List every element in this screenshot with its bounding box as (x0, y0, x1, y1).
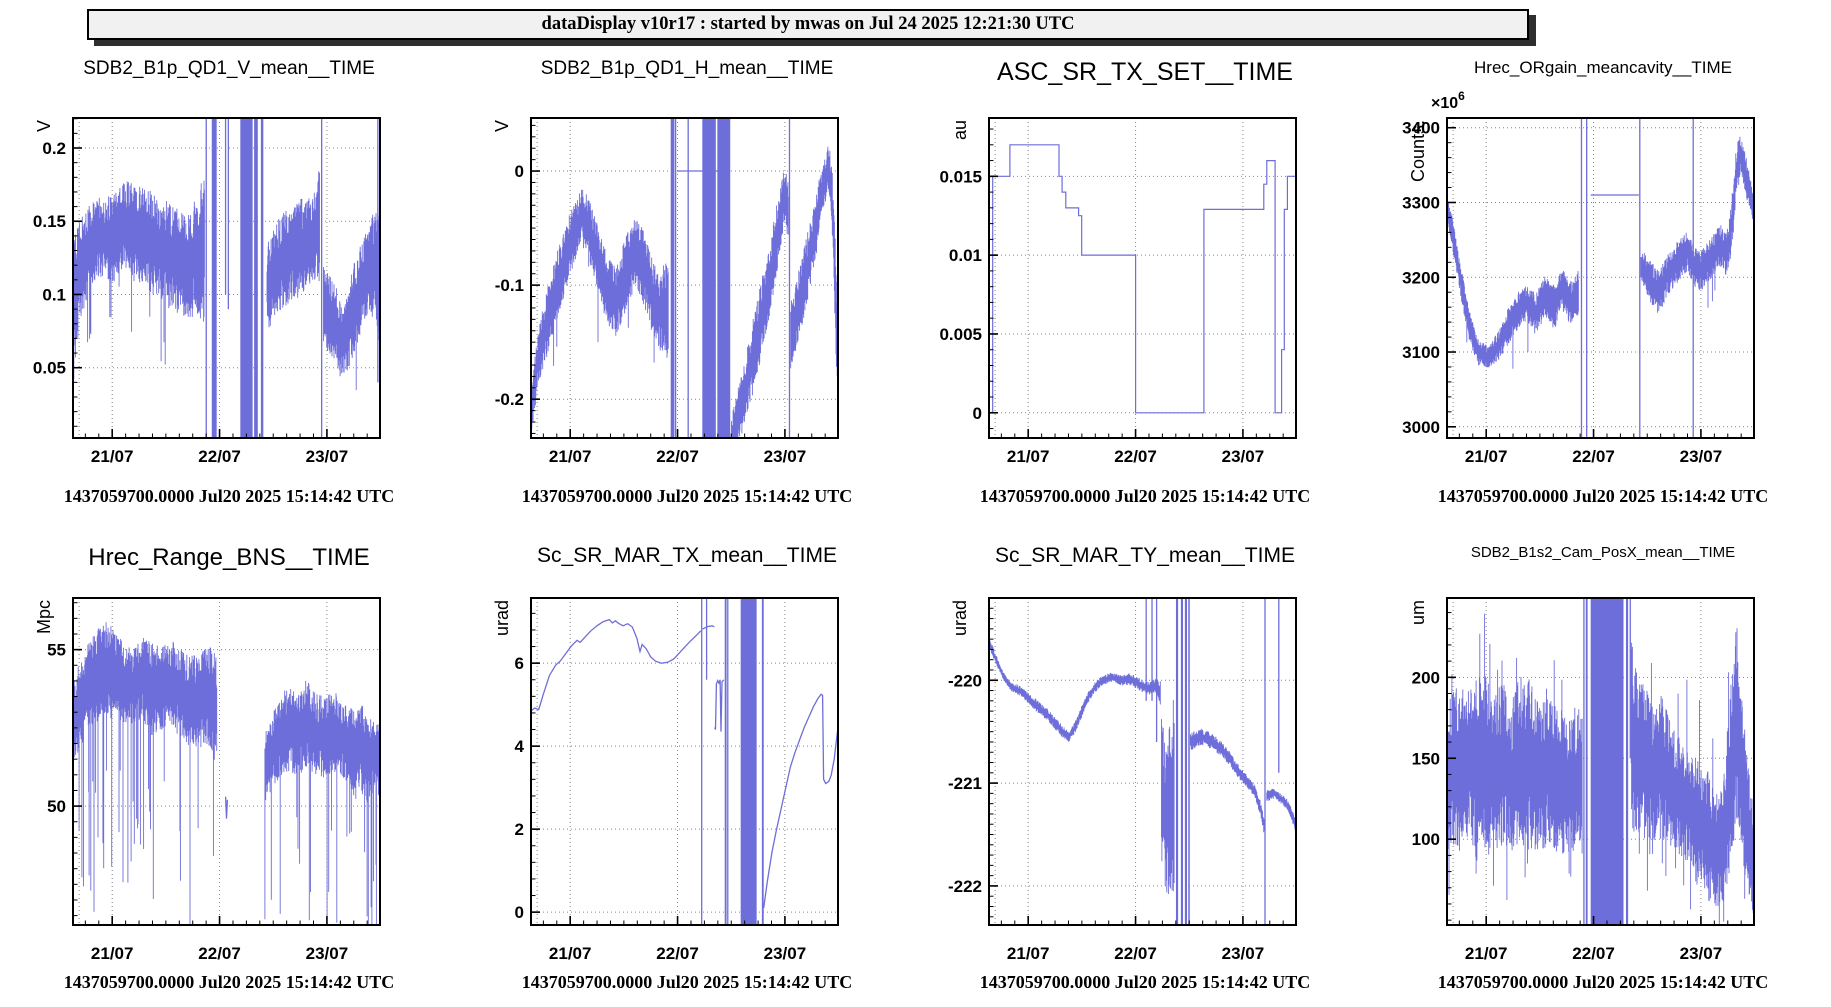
svg-text:0.01: 0.01 (949, 246, 982, 265)
svg-text:23/07: 23/07 (1222, 447, 1265, 466)
svg-text:0.05: 0.05 (33, 359, 66, 378)
plot-title: SDB2_B1p_QD1_H_mean__TIME (540, 58, 834, 79)
plot-panel-asc-sr-tx-set: ASC_SR_TX_SET__TIME 0 0.005 0.01 0.015 21/07… (916, 48, 1374, 520)
plot-title: Hrec_ORgain_meancavity__TIME (1474, 58, 1732, 77)
svg-text:100: 100 (1412, 830, 1440, 849)
svg-text:0.15: 0.15 (33, 212, 66, 231)
svg-text:22/07: 22/07 (1572, 447, 1615, 466)
svg-text:-222: -222 (948, 877, 982, 896)
svg-text:0.2: 0.2 (42, 139, 66, 158)
svg-text:23/07: 23/07 (764, 447, 807, 466)
svg-text:23/07: 23/07 (764, 944, 807, 963)
plot-title: Hrec_Range_BNS__TIME (88, 544, 370, 571)
svg-text:0: 0 (973, 404, 982, 423)
svg-text:200: 200 (1412, 668, 1440, 687)
svg-text:22/07: 22/07 (198, 447, 241, 466)
plot-timestamp: 1437059700.0000 Jul20 2025 15:14:42 UTC (521, 486, 853, 506)
plot-canvas[interactable]: -222 -221 -220 21/07 22/07 23/07 urad (916, 530, 1374, 1007)
svg-text:0: 0 (515, 162, 524, 181)
plot-title: SDB2_B1p_QD1_V_mean__TIME (83, 58, 375, 79)
svg-text:150: 150 (1412, 749, 1440, 768)
plot-panel-sdb2-b1p-qd1-h: SDB2_B1p_QD1_H_mean__TIME -0.2 -0.1 0 21/07… (458, 48, 916, 520)
svg-text:22/07: 22/07 (1572, 944, 1615, 963)
svg-text:22/07: 22/07 (1114, 447, 1157, 466)
svg-text:21/07: 21/07 (1465, 944, 1508, 963)
svg-text:2: 2 (515, 820, 524, 839)
svg-text:22/07: 22/07 (198, 944, 241, 963)
svg-text:0.1: 0.1 (42, 285, 66, 304)
plot-timestamp: 1437059700.0000 Jul20 2025 15:14:42 UTC (1437, 972, 1769, 992)
plot-panel-sdb2-b1p-qd1-v: SDB2_B1p_QD1_V_mean__TIME 0.05 0.1 0.15 0.2… (0, 48, 458, 520)
plot-title: Sc_SR_MAR_TY_mean__TIME (995, 544, 1295, 567)
svg-text:23/07: 23/07 (1222, 944, 1265, 963)
plot-canvas[interactable]: -0.2 -0.1 0 21/07 22/07 23/07 V (458, 48, 916, 520)
svg-text:21/07: 21/07 (91, 944, 134, 963)
svg-text:urad: urad (950, 600, 970, 636)
plot-canvas[interactable]: 50 55 21/07 22/07 23/07 Mpc (0, 530, 458, 1007)
svg-text:0.005: 0.005 (939, 325, 982, 344)
plot-timestamp: 1437059700.0000 Jul20 2025 15:14:42 UTC (979, 486, 1311, 506)
svg-text:55: 55 (47, 641, 66, 660)
svg-text:0.015: 0.015 (939, 167, 982, 186)
svg-text:um: um (1408, 600, 1428, 625)
plot-timestamp: 1437059700.0000 Jul20 2025 15:14:42 UTC (63, 972, 395, 992)
plot-timestamp: 1437059700.0000 Jul20 2025 15:14:42 UTC (521, 972, 853, 992)
svg-text:22/07: 22/07 (656, 447, 699, 466)
svg-text:21/07: 21/07 (91, 447, 134, 466)
svg-text:23/07: 23/07 (306, 447, 349, 466)
svg-text:0: 0 (515, 903, 524, 922)
plot-canvas[interactable]: 3000 3100 3200 3300 3400 21/07 22/07 23/07 Count… (1374, 48, 1831, 520)
svg-text:Counts.: Counts. (1408, 120, 1428, 182)
plot-timestamp: 1437059700.0000 Jul20 2025 15:14:42 UTC (63, 486, 395, 506)
svg-text:21/07: 21/07 (549, 944, 592, 963)
svg-text:21/07: 21/07 (549, 447, 592, 466)
svg-text:21/07: 21/07 (1007, 447, 1050, 466)
svg-text:3400: 3400 (1402, 119, 1440, 138)
svg-text:4: 4 (515, 737, 525, 756)
svg-text:Mpc: Mpc (34, 600, 54, 634)
plot-timestamp: 1437059700.0000 Jul20 2025 15:14:42 UTC (979, 972, 1311, 992)
plot-panel-hrec-orgain: Hrec_ORgain_meancavity__TIME 3000 3100 320… (1374, 48, 1831, 520)
svg-text:-0.1: -0.1 (495, 276, 524, 295)
svg-text:-220: -220 (948, 671, 982, 690)
plot-title: Sc_SR_MAR_TX_mean__TIME (537, 544, 837, 567)
svg-text:V: V (492, 120, 512, 132)
plot-canvas[interactable]: 0 0.005 0.01 0.015 21/07 22/07 23/07 au (916, 48, 1374, 520)
svg-text:6: 6 (515, 654, 524, 673)
plot-title: SDB2_B1s2_Cam_PosX_mean__TIME (1470, 544, 1736, 561)
svg-text:3300: 3300 (1402, 193, 1440, 212)
svg-text:V: V (34, 120, 54, 132)
svg-text:au: au (950, 120, 970, 140)
plot-panel-sdb2-b1s2-cam-posx: SDB2_B1s2_Cam_PosX_mean__TIME 100 150 200 2… (1374, 530, 1831, 1007)
app-titlebar: dataDisplay v10r17 : started by mwas on … (87, 9, 1529, 40)
svg-text:22/07: 22/07 (656, 944, 699, 963)
svg-text:23/07: 23/07 (1680, 447, 1723, 466)
svg-text:21/07: 21/07 (1007, 944, 1050, 963)
svg-text:22/07: 22/07 (1114, 944, 1157, 963)
plot-canvas[interactable]: 0.05 0.1 0.15 0.2 21/07 22/07 23/07 V (0, 48, 458, 520)
plot-canvas[interactable]: 100 150 200 21/07 22/07 23/07 um (1374, 530, 1831, 1007)
svg-text:3200: 3200 (1402, 268, 1440, 287)
svg-text:23/07: 23/07 (1680, 944, 1723, 963)
svg-text:×106: ×106 (1431, 89, 1465, 112)
svg-text:21/07: 21/07 (1465, 447, 1508, 466)
plot-panel-hrec-range-bns: Hrec_Range_BNS__TIME 50 55 21/07 22/07 23/07… (0, 530, 458, 1007)
svg-text:-0.2: -0.2 (495, 390, 524, 409)
svg-text:-221: -221 (948, 774, 982, 793)
app-title: dataDisplay v10r17 : started by mwas on … (541, 14, 1075, 34)
plot-panel-sc-sr-mar-tx: Sc_SR_MAR_TX_mean__TIME 0 2 4 6 21/07 22/07 23… (458, 530, 916, 1007)
plot-timestamp: 1437059700.0000 Jul20 2025 15:14:42 UTC (1437, 486, 1769, 506)
svg-text:3100: 3100 (1402, 343, 1440, 362)
svg-text:23/07: 23/07 (306, 944, 349, 963)
svg-text:urad: urad (492, 600, 512, 636)
plot-canvas[interactable]: 0 2 4 6 21/07 22/07 23/07 urad (458, 530, 916, 1007)
plot-panel-sc-sr-mar-ty: Sc_SR_MAR_TY_mean__TIME -222 -221 -220 21/0… (916, 530, 1374, 1007)
plot-title: ASC_SR_TX_SET__TIME (997, 58, 1293, 86)
svg-text:50: 50 (47, 797, 66, 816)
svg-text:3000: 3000 (1402, 418, 1440, 437)
